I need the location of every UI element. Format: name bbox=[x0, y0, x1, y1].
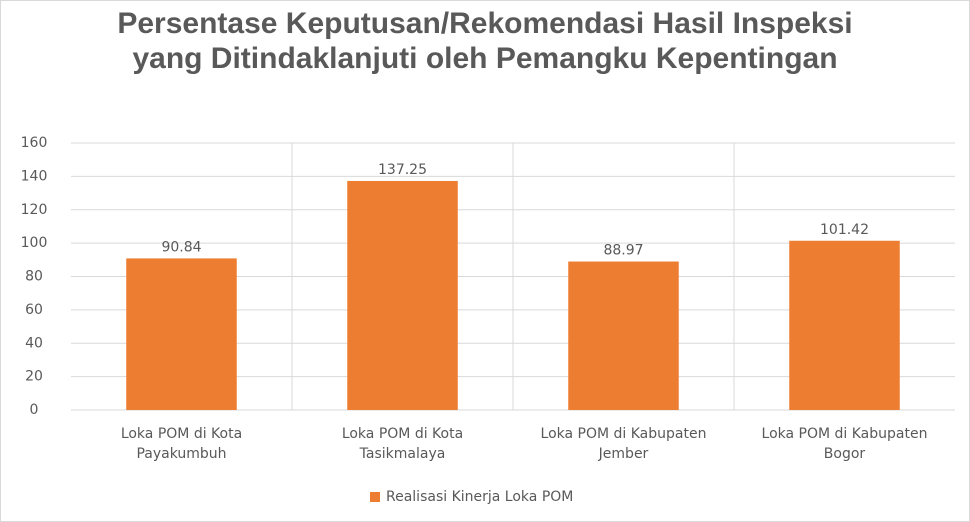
x-tick-label: Loka POM di Kota Tasikmalaya bbox=[341, 426, 464, 462]
data-label: 137.25 bbox=[378, 162, 427, 178]
data-label: 101.42 bbox=[820, 222, 869, 238]
chart-title: Persentase Keputusan/Rekomendasi Hasil I… bbox=[117, 7, 853, 75]
y-tick-label: 20 bbox=[25, 369, 43, 385]
y-tick-label: 120 bbox=[21, 202, 48, 218]
y-tick-label: 100 bbox=[21, 235, 48, 251]
y-tick-label: 40 bbox=[25, 335, 43, 351]
y-tick-label: 80 bbox=[25, 269, 43, 285]
bar bbox=[347, 180, 458, 410]
bar bbox=[789, 240, 900, 410]
legend-label: Realisasi Kinerja Loka POM bbox=[386, 489, 573, 505]
data-label: 90.84 bbox=[161, 239, 201, 255]
data-label: 88.97 bbox=[603, 243, 643, 259]
x-tick-label: Loka POM di Kabupaten Bogor bbox=[761, 426, 928, 462]
y-tick-label: 0 bbox=[30, 402, 39, 418]
bar bbox=[126, 258, 237, 410]
y-tick-label: 140 bbox=[21, 168, 48, 184]
x-tick-label: Loka POM di Kabupaten Jember bbox=[540, 426, 707, 462]
legend-swatch bbox=[370, 492, 380, 502]
bar bbox=[568, 261, 679, 410]
y-tick-label: 60 bbox=[25, 302, 43, 318]
y-tick-label: 160 bbox=[21, 135, 48, 151]
x-tick-label: Loka POM di Kota Payakumbuh bbox=[120, 426, 243, 462]
